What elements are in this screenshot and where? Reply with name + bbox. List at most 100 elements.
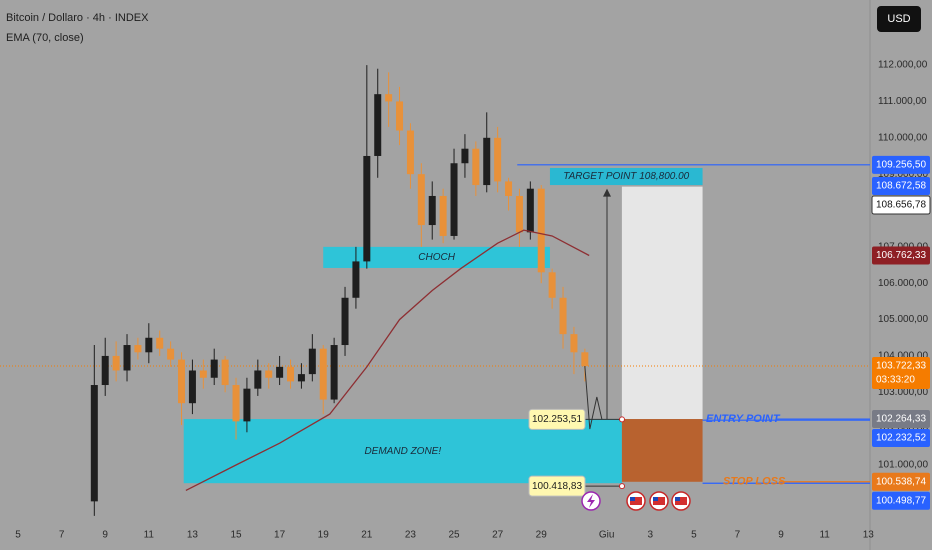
y-tick-label: 111.000,00 [878, 96, 927, 107]
price-label-box [872, 491, 930, 510]
price-label: 109.256,50 [876, 159, 926, 170]
candle-body [308, 348, 316, 375]
price-label-box [871, 195, 931, 215]
zone-label: CHOCH [418, 252, 455, 263]
candle-body [287, 366, 295, 382]
candle-body [101, 355, 109, 386]
price-label: 100.538,74 [876, 476, 926, 487]
candle-body [505, 181, 513, 196]
candle-body [232, 385, 240, 422]
y-tick-label: 110.000,00 [878, 132, 928, 143]
y-tick-label: 109.000,00 [878, 169, 928, 180]
candle-body [537, 188, 545, 273]
candle-body [145, 337, 153, 353]
candle-body [374, 94, 382, 156]
zone-label: TARGET POINT 108,800.00 [563, 171, 689, 182]
price-label-box [872, 472, 930, 491]
candle-body [297, 374, 305, 382]
current-price-box [872, 357, 930, 390]
candle-body [178, 359, 186, 404]
currency-label[interactable]: USD [887, 13, 910, 25]
y-tick-label: 112.000,00 [878, 60, 928, 71]
x-tick-label: 21 [361, 530, 373, 541]
y-tick-label: 103.000,00 [878, 387, 928, 398]
candle-body [167, 348, 175, 360]
candle-body [494, 137, 502, 182]
candle-body [581, 352, 589, 367]
x-tick-label: 7 [59, 530, 65, 541]
callout-dot [619, 416, 625, 423]
line-label: ENTRY POINT [706, 413, 781, 425]
candle-body [276, 366, 284, 378]
x-tick-label: 7 [735, 530, 741, 541]
candle-body [134, 345, 142, 353]
candle-body [112, 355, 120, 371]
arrow-head [603, 188, 611, 197]
zone [549, 167, 703, 186]
price-label-box [872, 155, 930, 174]
event-icons [581, 491, 691, 511]
y-tick-label: 104.000,00 [878, 351, 928, 362]
x-tick-label: 5 [15, 530, 21, 541]
callout-box [528, 408, 586, 430]
candle-body [472, 148, 480, 186]
callout-box [528, 475, 586, 497]
ema-line [185, 229, 590, 492]
candle-body [526, 188, 534, 233]
candle-body [548, 272, 556, 298]
candle-body [385, 94, 393, 102]
candle-body [406, 130, 414, 175]
candle-body [199, 370, 207, 378]
candle-body [461, 148, 469, 164]
price-label: 100.498,77 [876, 495, 926, 506]
candle-body [515, 195, 523, 233]
y-tick-label: 106.000,00 [878, 278, 928, 289]
candle-body [450, 163, 458, 236]
x-tick-label: 11 [819, 530, 830, 541]
price-label-box [872, 429, 930, 448]
line-label: STOP LOSS [723, 476, 786, 488]
x-tick-label: 15 [230, 530, 242, 541]
candle-body [330, 345, 338, 400]
candle-body [90, 385, 98, 502]
x-tick-label: 3 [647, 530, 653, 541]
x-tick-label: 5 [691, 530, 697, 541]
callout-label: 102.253,51 [532, 414, 582, 425]
x-tick-label: 19 [318, 530, 330, 541]
flag [653, 497, 658, 501]
currency-button[interactable] [877, 6, 921, 32]
callout-label: 100.418,83 [532, 481, 582, 492]
indicator-label: EMA (70, close) [6, 32, 84, 44]
zone-label: DEMAND ZONE! [364, 446, 441, 457]
flag [675, 497, 680, 501]
candle-body [428, 195, 436, 226]
x-tick-label: 29 [536, 530, 548, 541]
projection [584, 365, 603, 430]
candle-body [570, 334, 578, 353]
flag [653, 497, 665, 505]
flag [630, 497, 635, 501]
candle-body [483, 137, 491, 186]
zone [323, 246, 550, 268]
candle-body [221, 359, 229, 386]
candle-body [319, 348, 327, 400]
candle-body [352, 261, 360, 298]
flag [630, 497, 642, 505]
price-label: 106.762,33 [876, 250, 926, 261]
loss-box [621, 419, 703, 482]
x-tick-label: 17 [274, 530, 286, 541]
x-tick-label: 27 [492, 530, 504, 541]
callout-dot [619, 483, 625, 490]
x-tick-label: 13 [863, 530, 875, 541]
x-tick-label: 9 [102, 530, 108, 541]
candle-body [123, 345, 131, 371]
y-tick-label: 105.000,00 [878, 314, 928, 325]
countdown-label: 03:33:20 [876, 375, 915, 386]
symbol-title: Bitcoin / Dollaro · 4h · INDEX [6, 12, 149, 24]
candle-body [559, 297, 567, 335]
candle-body [254, 370, 262, 389]
price-label-box [872, 246, 930, 265]
x-tick-label: Giu [599, 530, 615, 541]
candle-body [210, 359, 218, 378]
